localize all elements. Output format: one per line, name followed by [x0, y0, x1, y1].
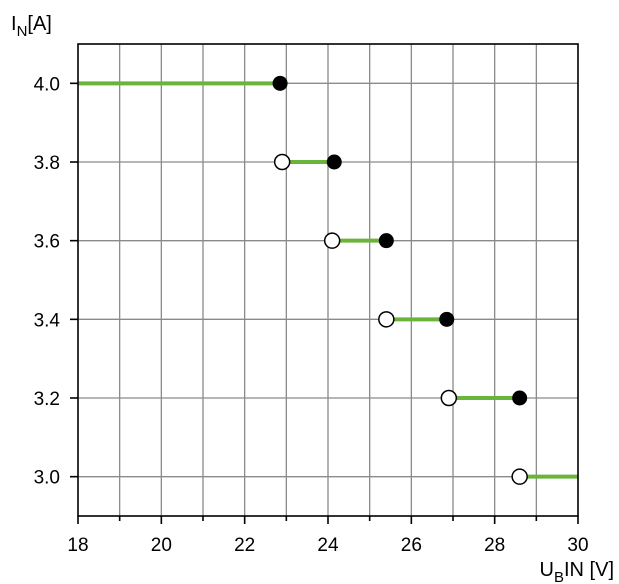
tick-labels: 4.0 3.8 3.6 3.4 3.2 3.0 18 20 22 24 26 28 30	[34, 74, 589, 556]
grid	[78, 44, 578, 516]
x-tick-label: 20	[151, 535, 172, 556]
open-marker	[440, 389, 458, 407]
y-tick-label: 3.0	[34, 468, 60, 489]
y-tick-label: 4.0	[34, 74, 60, 95]
open-marker	[323, 232, 341, 249]
filled-marker	[272, 75, 288, 91]
open-marker	[511, 468, 528, 485]
y-axis-title: IN[A]	[11, 13, 52, 40]
open-marker	[378, 311, 395, 328]
x-axis-title-main: U	[540, 559, 554, 581]
y-tick-label: 3.8	[34, 153, 60, 174]
x-tick-label: 28	[484, 535, 505, 556]
filled-marker	[512, 390, 528, 406]
x-axis-title: UBIN [V]	[540, 559, 614, 584]
y-axis-title-sub: N	[17, 23, 28, 40]
x-tick-label: 26	[401, 535, 422, 556]
filled-marker	[439, 311, 455, 327]
x-tick-label: 24	[317, 535, 339, 556]
y-axis-title-rest: [A]	[27, 13, 51, 35]
y-tick-label: 3.6	[34, 232, 60, 253]
filled-marker	[326, 154, 342, 170]
y-axis-title-main: I	[11, 13, 17, 35]
data-series	[78, 75, 578, 485]
x-tick-label: 18	[67, 535, 88, 556]
x-axis-title-sub: B	[554, 569, 564, 584]
axis-ticks	[70, 82, 579, 524]
x-tick-label: 22	[234, 535, 255, 556]
filled-marker	[378, 233, 394, 249]
y-tick-label: 3.4	[34, 310, 61, 331]
y-tick-label: 3.2	[34, 389, 60, 410]
x-tick-label: 30	[567, 535, 588, 556]
open-marker	[273, 153, 291, 171]
x-axis-title-rest: IN [V]	[564, 559, 614, 581]
